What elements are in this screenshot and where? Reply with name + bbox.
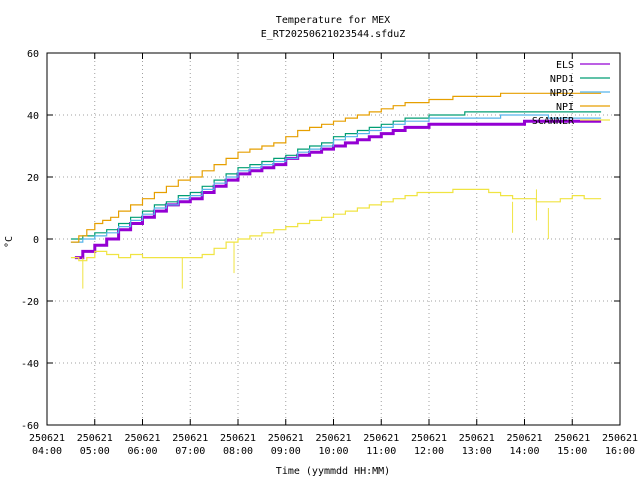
x-tick-label-date: 250621 xyxy=(29,433,65,444)
y-tick-label: -40 xyxy=(21,359,39,370)
legend-label: ELS xyxy=(556,60,574,71)
x-tick-label-time: 09:00 xyxy=(271,446,301,457)
series-line-npd1 xyxy=(70,111,602,240)
series-line-npd2 xyxy=(70,114,602,243)
x-tick-label-time: 15:00 xyxy=(557,446,587,457)
x-tick-label-date: 250621 xyxy=(315,433,351,444)
x-axis-label: Time (yymmdd HH:MM) xyxy=(276,466,390,477)
series-line-els xyxy=(74,119,602,260)
x-tick-label-time: 16:00 xyxy=(605,446,635,457)
x-tick-label-time: 06:00 xyxy=(127,446,157,457)
x-tick-label-date: 250621 xyxy=(459,433,495,444)
x-tick-label-time: 11:00 xyxy=(366,446,396,457)
x-tick-label-date: 250621 xyxy=(363,433,399,444)
x-tick-label-time: 05:00 xyxy=(80,446,110,457)
x-tick-label-date: 250621 xyxy=(506,433,542,444)
x-tick-label-time: 14:00 xyxy=(509,446,539,457)
x-tick-label-date: 250621 xyxy=(554,433,590,444)
x-tick-label-time: 07:00 xyxy=(175,446,205,457)
y-tick-label: 60 xyxy=(27,49,39,60)
y-tick-label: -20 xyxy=(21,297,39,308)
x-tick-label-date: 250621 xyxy=(411,433,447,444)
x-tick-label-date: 250621 xyxy=(172,433,208,444)
y-tick-label: -60 xyxy=(21,421,39,432)
x-tick-label-time: 13:00 xyxy=(462,446,492,457)
y-tick-label: 0 xyxy=(33,235,39,246)
legend-label: NPD2 xyxy=(550,88,574,99)
plot-border xyxy=(46,52,621,426)
x-tick-label-date: 250621 xyxy=(77,433,113,444)
x-tick-label-date: 250621 xyxy=(124,433,160,444)
x-tick-label-time: 10:00 xyxy=(318,446,348,457)
chart-title: Temperature for MEX xyxy=(276,15,390,26)
grid xyxy=(47,53,620,425)
y-tick-label: 20 xyxy=(27,173,39,184)
legend-label: NPI xyxy=(556,102,574,113)
series-layer xyxy=(70,92,602,289)
x-tick-label-time: 12:00 xyxy=(414,446,444,457)
legend-label: NPD1 xyxy=(550,74,574,85)
axes: 6040200-20-40-6025062104:0025062105:0025… xyxy=(21,49,638,457)
legend: ELS NPD1 NPD2 NPI SCANNER xyxy=(532,60,610,127)
y-tick-label: 40 xyxy=(27,111,39,122)
y-axis-label: °C xyxy=(4,236,15,248)
chart-subtitle: E_RT20250621023544.sfduZ xyxy=(261,29,406,40)
series-line-scanner xyxy=(70,188,602,262)
x-tick-label-date: 250621 xyxy=(220,433,256,444)
x-tick-label-date: 250621 xyxy=(268,433,304,444)
series-line-npi xyxy=(70,92,602,243)
x-tick-label-time: 04:00 xyxy=(32,446,62,457)
x-tick-label-date: 250621 xyxy=(602,433,638,444)
x-tick-label-time: 08:00 xyxy=(223,446,253,457)
legend-label: SCANNER xyxy=(532,116,575,127)
